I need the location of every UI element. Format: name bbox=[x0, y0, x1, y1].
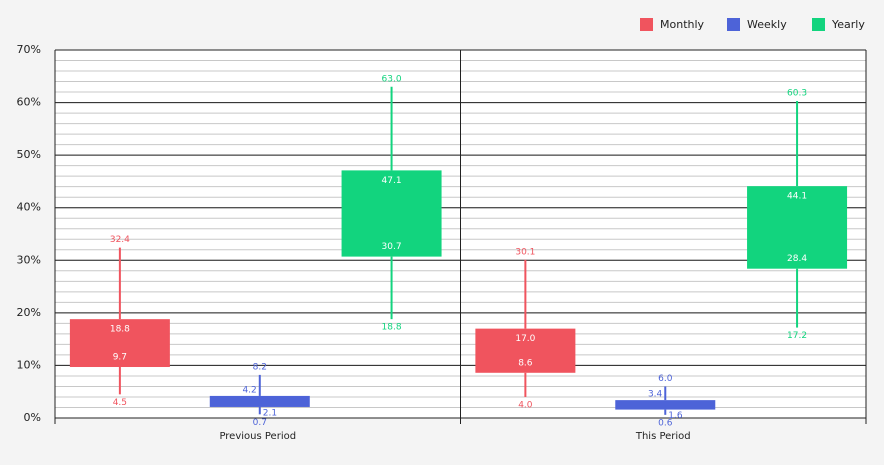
x-tick-label: Previous Period bbox=[219, 431, 296, 442]
y-tick-label: 70% bbox=[17, 43, 41, 56]
value-label: 4.2 bbox=[242, 385, 256, 395]
value-label: 8.6 bbox=[518, 358, 533, 368]
value-label: 18.8 bbox=[110, 325, 130, 335]
value-label: 30.7 bbox=[382, 242, 402, 252]
value-label: 4.0 bbox=[518, 400, 533, 410]
legend-label: Monthly bbox=[660, 18, 705, 31]
box bbox=[69, 319, 170, 368]
value-label: 4.5 bbox=[113, 398, 127, 408]
value-label: 30.1 bbox=[515, 247, 535, 257]
legend-swatch bbox=[727, 18, 740, 31]
y-tick-label: 10% bbox=[17, 358, 41, 371]
value-label: 63.0 bbox=[382, 74, 402, 84]
value-label: 17.0 bbox=[515, 334, 535, 344]
value-label: 2.1 bbox=[263, 408, 277, 418]
value-label: 47.1 bbox=[382, 176, 402, 186]
box bbox=[615, 400, 716, 410]
value-label: 17.2 bbox=[787, 331, 807, 341]
legend-label: Yearly bbox=[831, 18, 865, 31]
x-tick-label: This Period bbox=[635, 431, 691, 442]
value-label: 44.1 bbox=[787, 192, 807, 202]
y-tick-label: 40% bbox=[17, 201, 41, 214]
value-label: 0.7 bbox=[253, 418, 267, 428]
y-tick-label: 60% bbox=[17, 96, 41, 109]
value-label: 1.6 bbox=[668, 411, 683, 421]
box bbox=[209, 395, 310, 407]
value-label: 6.0 bbox=[658, 374, 673, 384]
value-label: 8.2 bbox=[253, 362, 267, 372]
y-tick-label: 0% bbox=[24, 411, 41, 424]
legend-swatch bbox=[812, 18, 825, 31]
value-label: 28.4 bbox=[787, 254, 807, 264]
box bbox=[747, 186, 848, 269]
value-label: 60.3 bbox=[787, 88, 807, 98]
value-label: 0.6 bbox=[658, 418, 673, 428]
value-label: 18.8 bbox=[382, 323, 402, 333]
box bbox=[341, 170, 442, 257]
value-label: 9.7 bbox=[113, 353, 127, 363]
y-tick-label: 20% bbox=[17, 306, 41, 319]
y-tick-label: 50% bbox=[17, 148, 41, 161]
legend-swatch bbox=[640, 18, 653, 31]
y-tick-label: 30% bbox=[17, 253, 41, 266]
value-label: 32.4 bbox=[110, 235, 130, 245]
legend-label: Weekly bbox=[747, 18, 787, 31]
box bbox=[475, 328, 576, 373]
value-label: 3.4 bbox=[648, 390, 663, 400]
